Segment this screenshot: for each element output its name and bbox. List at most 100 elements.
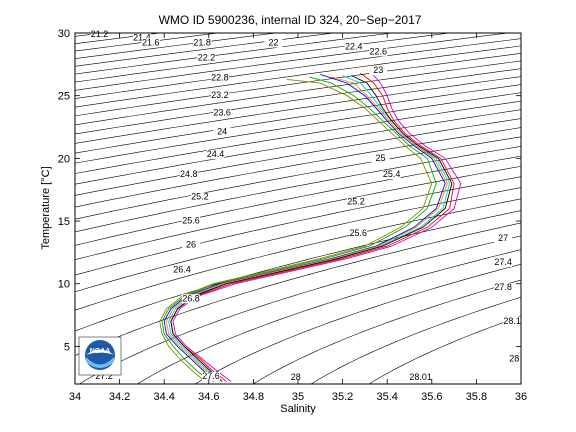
noaa-logo-text: NOAA bbox=[90, 348, 111, 355]
contour-label: 25.2 bbox=[347, 197, 365, 207]
profile-line bbox=[170, 75, 453, 382]
y-tick-label: 15 bbox=[58, 216, 70, 228]
contour-label: 27 bbox=[498, 233, 508, 243]
contour-label: 24.4 bbox=[207, 149, 225, 159]
y-tick-label: 20 bbox=[58, 153, 70, 165]
profile-line bbox=[159, 78, 433, 380]
contour-label: 22.8 bbox=[211, 73, 229, 83]
contour-label: 26 bbox=[186, 239, 196, 249]
density-contour-line bbox=[75, 210, 521, 332]
density-contour-line bbox=[368, 315, 521, 384]
contour-label: 22 bbox=[268, 38, 278, 48]
noaa-logo: NOAA bbox=[78, 336, 122, 376]
contour-label-bg bbox=[286, 373, 305, 383]
contour-label-bg bbox=[264, 38, 283, 48]
y-tick-label: 25 bbox=[58, 91, 70, 103]
contour-label-bg bbox=[132, 33, 151, 43]
density-contour-line bbox=[75, 145, 521, 233]
contour-label-bg bbox=[494, 257, 513, 267]
contour-label: 24.8 bbox=[180, 169, 198, 179]
density-contour-line bbox=[75, 136, 521, 220]
contour-label-bg bbox=[505, 354, 524, 364]
x-axis-label: Salinity bbox=[280, 403, 316, 415]
contour-label: 21.4 bbox=[133, 33, 151, 43]
density-contour-line bbox=[310, 296, 521, 384]
contour-label-bg bbox=[141, 38, 160, 48]
x-tick-label: 34.2 bbox=[109, 391, 130, 403]
density-contour-line bbox=[75, 76, 521, 144]
contour-label: 27.4 bbox=[494, 257, 512, 267]
profile-line bbox=[163, 73, 446, 382]
density-contour-line bbox=[75, 84, 521, 154]
density-contour-line bbox=[75, 187, 521, 293]
contour-label-bg bbox=[494, 234, 513, 244]
x-tick-label: 35.6 bbox=[421, 391, 442, 403]
x-tick-label: 34.4 bbox=[153, 391, 174, 403]
contour-label-bg bbox=[369, 66, 388, 76]
contour-label: 27.2 bbox=[95, 371, 113, 381]
contour-label: 27.8 bbox=[494, 282, 512, 292]
x-tick-label: 34.8 bbox=[243, 391, 264, 403]
x-tick-label: 35.4 bbox=[376, 391, 397, 403]
contour-label: 28 bbox=[291, 372, 301, 382]
contour-label-bg bbox=[94, 371, 113, 381]
x-tick-label: 34 bbox=[69, 391, 81, 403]
density-contour-line bbox=[75, 165, 521, 261]
x-tick-label: 35 bbox=[292, 391, 304, 403]
contour-label-bg bbox=[202, 371, 221, 381]
contour-label-bg bbox=[349, 229, 368, 239]
contour-label: 25.6 bbox=[349, 228, 367, 238]
contour-label: 26.4 bbox=[173, 264, 191, 274]
contour-labels: 21.2 21.421.6 21.8 22 22.2 22.4 22.6 22.8 23 23.2… bbox=[90, 29, 524, 383]
contour-label-bg bbox=[190, 192, 209, 202]
contour-label: 28.1 bbox=[503, 316, 521, 326]
contour-label-bg bbox=[346, 197, 365, 207]
density-contour-line bbox=[75, 222, 521, 356]
density-contour-line bbox=[137, 249, 521, 384]
plot-area: 21.2 21.421.6 21.8 22 22.2 22.4 22.6 22.8 23 23.2… bbox=[74, 29, 524, 385]
contour-label-bg bbox=[181, 294, 200, 304]
density-contour-line bbox=[75, 38, 521, 99]
contour-label: 23 bbox=[373, 65, 383, 75]
contour-label: 25 bbox=[376, 153, 386, 163]
contour-label-bg bbox=[210, 73, 229, 83]
density-contour-line bbox=[75, 155, 521, 246]
profile-line bbox=[161, 76, 437, 381]
profile-line bbox=[172, 70, 462, 382]
contour-label-bg bbox=[411, 373, 430, 383]
contour-label: 26.8 bbox=[182, 293, 200, 303]
noaa-wave-icon bbox=[86, 357, 114, 368]
contour-label-bg bbox=[494, 282, 513, 292]
x-tick-label: 35.8 bbox=[466, 391, 487, 403]
contour-label-bg bbox=[197, 53, 216, 63]
contour-label-bg bbox=[210, 91, 229, 101]
density-contour-line bbox=[195, 263, 521, 384]
profile-line bbox=[168, 75, 451, 382]
contour-label: 22.4 bbox=[345, 41, 363, 51]
contour-label: 21.8 bbox=[193, 38, 211, 48]
contour-label: 23.6 bbox=[213, 108, 231, 118]
contour-label: 27.6 bbox=[202, 371, 220, 381]
noaa-bird-icon bbox=[86, 349, 114, 355]
x-tick-label: 35.2 bbox=[332, 391, 353, 403]
contour-label-bg bbox=[181, 216, 200, 226]
contour-label-bg bbox=[382, 170, 401, 180]
density-contour-line bbox=[75, 45, 521, 108]
contour-label: 28.01 bbox=[409, 372, 432, 382]
contour-label-bg bbox=[369, 47, 388, 57]
density-contour-line bbox=[79, 235, 521, 384]
contour-label-bg bbox=[179, 170, 198, 180]
y-axis-label: Temperature [°C] bbox=[40, 166, 52, 249]
density-contour-line bbox=[252, 279, 521, 384]
contour-label: 25.2 bbox=[191, 192, 209, 202]
profile-series bbox=[159, 70, 462, 382]
contour-label-bg bbox=[344, 42, 363, 52]
contour-label: 24 bbox=[217, 127, 227, 137]
contour-label-bg bbox=[371, 153, 390, 163]
y-tick-label: 10 bbox=[58, 279, 70, 291]
contour-label-bg bbox=[213, 127, 232, 137]
density-contour-line bbox=[75, 198, 521, 311]
density-contour-line bbox=[75, 53, 521, 117]
y-tick-label: 30 bbox=[58, 28, 70, 40]
